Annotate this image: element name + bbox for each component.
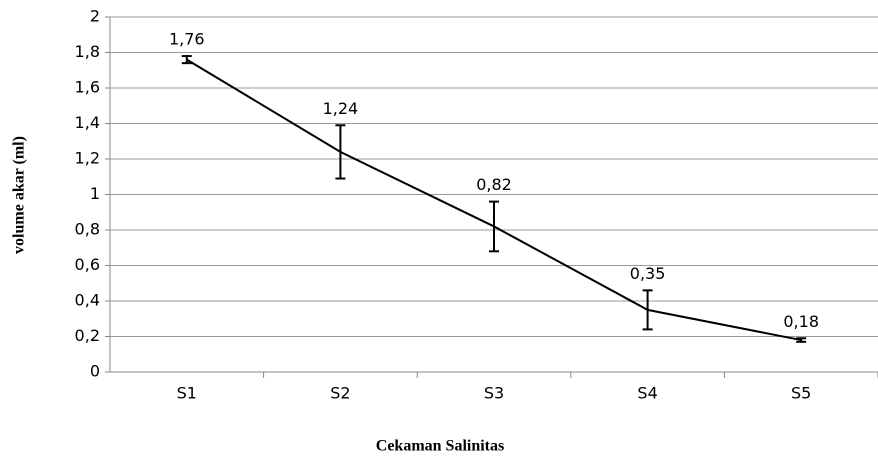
data-label: 1,76 bbox=[169, 30, 205, 49]
data-label: 0,35 bbox=[630, 264, 666, 283]
y-tick-label: 0,4 bbox=[75, 291, 100, 310]
y-tick-label: 0 bbox=[90, 362, 100, 381]
data-label: 0,82 bbox=[476, 175, 512, 194]
x-tick-label: S3 bbox=[484, 384, 504, 403]
x-tick-label: S1 bbox=[177, 384, 197, 403]
y-tick-label: 0,6 bbox=[75, 255, 100, 274]
y-axis-title: volume akar (ml) bbox=[11, 136, 28, 254]
y-tick-label: 1,8 bbox=[75, 42, 100, 61]
y-tick-label: 1,2 bbox=[75, 149, 100, 168]
y-tick-label: 1 bbox=[90, 184, 100, 203]
x-tick-label: S4 bbox=[637, 384, 657, 403]
y-tick-label: 0,8 bbox=[75, 220, 100, 239]
y-tick-label: 2 bbox=[90, 7, 100, 26]
y-tick-label: 0,2 bbox=[75, 326, 100, 345]
data-label: 1,24 bbox=[323, 99, 359, 118]
x-tick-label: S2 bbox=[330, 384, 350, 403]
y-tick-label: 1,6 bbox=[75, 78, 100, 97]
data-label: 0,18 bbox=[783, 312, 819, 331]
x-axis-title: Cekaman Salinitas bbox=[376, 438, 504, 455]
y-tick-label: 1,4 bbox=[75, 113, 100, 132]
line bbox=[186, 58, 802, 342]
x-tick-label: S5 bbox=[791, 384, 811, 403]
